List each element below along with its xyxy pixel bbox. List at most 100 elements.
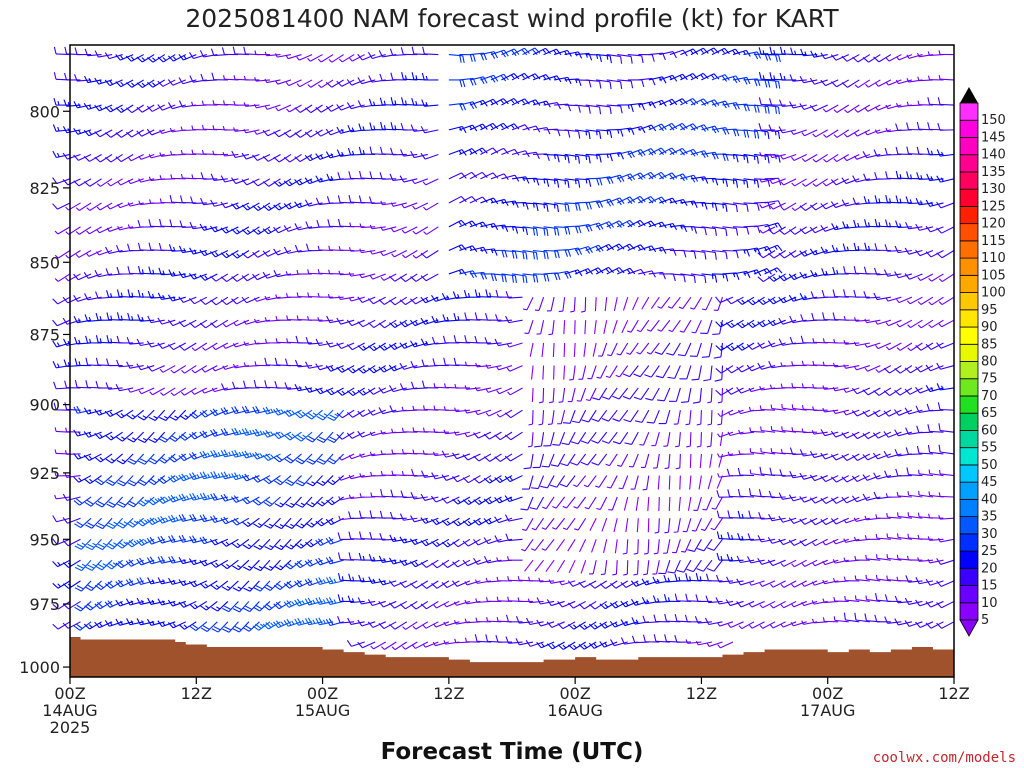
wind-barb <box>490 98 509 106</box>
barb-shaft <box>588 409 597 423</box>
wind-barb <box>462 538 481 547</box>
barb-half-feather <box>359 248 362 253</box>
wind-barb <box>496 617 513 623</box>
barb-feather <box>306 502 313 508</box>
wind-barb <box>610 639 628 647</box>
barb-feather <box>315 338 320 346</box>
barb-feather <box>87 543 95 548</box>
barb-shaft <box>528 475 534 490</box>
barb-shaft <box>174 453 187 463</box>
barb-feather <box>588 246 593 253</box>
barb-feather <box>140 458 148 463</box>
barb-feather <box>306 460 314 465</box>
barb-shaft <box>510 387 523 396</box>
wind-barb <box>136 618 155 626</box>
barb-half-feather <box>349 222 352 227</box>
wind-barb <box>138 178 155 183</box>
barb-feather <box>452 541 459 548</box>
barb-shaft <box>555 496 566 509</box>
barb-shaft <box>566 517 576 530</box>
barb-shaft <box>540 320 545 334</box>
wind-barb <box>148 219 165 228</box>
barb-half-feather <box>435 318 439 323</box>
barb-half-feather <box>285 54 289 59</box>
barb-feather <box>346 102 352 109</box>
barb-shaft <box>456 453 471 460</box>
wind-barb <box>531 538 545 551</box>
barb-half-feather <box>202 124 204 130</box>
wind-barb <box>474 386 492 392</box>
barb-feather <box>567 77 572 85</box>
wind-barb <box>511 273 528 284</box>
barb-shaft <box>561 580 576 586</box>
barb-feather <box>546 179 550 187</box>
wind-barb <box>62 296 81 304</box>
barb-feather <box>379 97 383 105</box>
barb-shaft <box>488 409 502 417</box>
barb-shaft <box>154 453 166 465</box>
barb-feather <box>125 55 132 62</box>
wind-barb <box>296 54 313 61</box>
barb-feather <box>599 155 602 163</box>
barb-feather <box>295 459 303 465</box>
barb-shaft <box>142 517 155 527</box>
wind-barb <box>552 517 566 530</box>
barb-shaft <box>123 496 134 508</box>
barb-feather <box>94 432 101 439</box>
barb-feather <box>294 581 300 588</box>
wind-barb <box>231 296 250 305</box>
wind-barb <box>253 318 271 324</box>
barb-shaft <box>539 453 545 468</box>
barb-shaft <box>564 78 579 81</box>
wind-barb <box>367 52 386 60</box>
wind-barb <box>573 496 587 509</box>
wind-barb <box>147 79 166 88</box>
barb-feather <box>148 266 152 274</box>
wind-barb <box>579 539 587 553</box>
wind-barb <box>105 453 123 464</box>
barb-shaft <box>488 387 502 393</box>
barb-feather <box>167 344 174 351</box>
barb-half-feather <box>223 100 225 105</box>
barb-feather <box>115 618 121 626</box>
barb-feather <box>410 582 417 589</box>
wind-barb <box>554 178 570 189</box>
barb-feather <box>304 199 310 207</box>
barb-half-feather <box>264 78 268 83</box>
wind-barb <box>622 297 629 311</box>
wind-barb <box>253 517 271 529</box>
barb-feather <box>191 411 199 418</box>
barb-shaft <box>583 342 587 357</box>
barb-half-feather <box>415 101 418 106</box>
barb-half-feather <box>464 433 468 438</box>
barb-shaft <box>585 267 599 275</box>
barb-half-feather <box>99 338 102 343</box>
barb-feather <box>556 102 562 110</box>
wind-barb <box>463 290 481 298</box>
barb-shaft <box>215 559 229 568</box>
barb-half-feather <box>264 295 268 301</box>
wind-barb <box>305 337 323 345</box>
barb-shaft <box>575 129 590 133</box>
wind-barb <box>294 201 313 209</box>
barb-feather <box>588 642 595 649</box>
wind-barb <box>232 46 249 56</box>
barb-half-feather <box>338 270 341 275</box>
barb-feather <box>357 597 362 605</box>
barb-feather <box>283 180 290 187</box>
wind-barb <box>496 365 513 371</box>
wind-barb <box>627 244 646 252</box>
barb-feather <box>358 552 362 561</box>
wind-barb <box>116 475 134 487</box>
wind-barb <box>596 365 608 379</box>
wind-barb <box>549 475 566 488</box>
wind-barb <box>596 54 612 64</box>
barb-half-feather <box>233 322 237 327</box>
barb-half-feather <box>490 100 494 105</box>
barb-feather <box>127 266 131 274</box>
barb-half-feather <box>414 320 419 325</box>
barb-shaft <box>224 365 239 370</box>
wind-barb <box>220 428 239 436</box>
wind-barb <box>529 342 534 357</box>
barb-shaft <box>522 226 537 230</box>
